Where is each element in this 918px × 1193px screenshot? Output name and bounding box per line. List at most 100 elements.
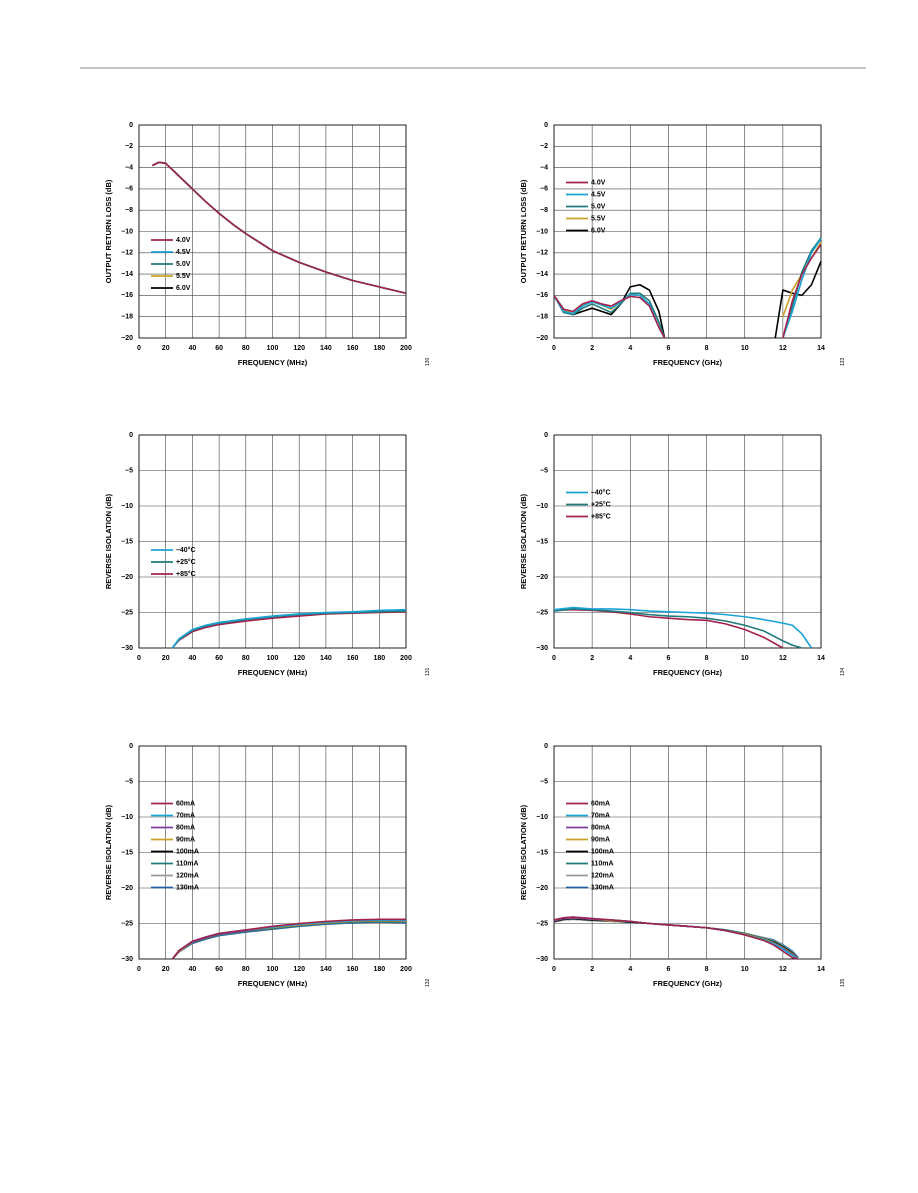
figure-id: 131: [425, 667, 431, 676]
x-tick-label: 140: [320, 966, 332, 973]
y-tick-label: −14: [121, 271, 133, 278]
legend-label: +85°C: [176, 570, 196, 578]
x-tick-label: 8: [705, 655, 709, 662]
x-tick-label: 60: [215, 345, 223, 352]
y-tick-label: −30: [121, 645, 133, 652]
y-tick-label: −14: [536, 271, 548, 278]
y-tick-label: −15: [536, 538, 548, 545]
x-axis-title: FREQUENCY (MHz): [238, 668, 308, 677]
x-tick-label: 160: [347, 345, 359, 352]
x-axis-title: FREQUENCY (GHz): [653, 358, 723, 367]
x-tick-label: 180: [373, 655, 385, 662]
x-tick-label: 100: [267, 966, 279, 973]
x-tick-label: 2: [590, 345, 594, 352]
x-tick-label: 160: [347, 655, 359, 662]
x-tick-label: 100: [267, 345, 279, 352]
legend-label: 90mA: [176, 836, 195, 843]
series-line: [171, 919, 407, 960]
x-tick-label: 120: [293, 345, 305, 352]
x-tick-label: 100: [267, 655, 279, 662]
y-tick-label: 0: [544, 122, 548, 129]
legend-label: 4.0V: [591, 179, 606, 186]
x-tick-label: 120: [293, 655, 305, 662]
x-tick-label: 0: [552, 966, 556, 973]
legend-label: 120mA: [591, 872, 614, 879]
y-tick-label: −10: [121, 228, 133, 235]
y-tick-label: −15: [536, 849, 548, 856]
figure-id: 134: [840, 667, 846, 676]
y-tick-label: −20: [536, 885, 548, 892]
y-tick-label: −18: [536, 314, 548, 321]
legend-label: 110mA: [591, 860, 614, 867]
x-tick-label: 12: [779, 345, 787, 352]
x-tick-label: 2: [590, 966, 594, 973]
legend-label: –40°C: [591, 488, 611, 496]
x-tick-label: 14: [817, 345, 825, 352]
series-line: [553, 608, 803, 649]
legend-label: 100mA: [176, 848, 199, 855]
x-tick-label: 80: [242, 345, 250, 352]
legend-label: 70mA: [591, 812, 610, 819]
y-tick-label: −5: [540, 778, 548, 785]
legend-label: 130mA: [176, 884, 199, 891]
x-tick-label: 4: [628, 966, 632, 973]
legend-label: 130mA: [591, 884, 614, 891]
series-line: [171, 608, 407, 649]
y-axis-title: OUTPUT RETURN LOSS (dB): [519, 179, 528, 283]
x-tick-label: 60: [215, 966, 223, 973]
figure-id: 133: [840, 357, 846, 366]
x-tick-label: 0: [137, 966, 141, 973]
y-axis-title: REVERSE ISOLATION (dB): [104, 493, 113, 589]
y-tick-label: −25: [536, 920, 548, 927]
legend-label: 5.5V: [591, 215, 606, 222]
legend-label: 5.0V: [176, 261, 191, 268]
x-tick-label: 200: [400, 966, 412, 973]
legend-label: –40°C: [176, 546, 196, 554]
chart: −30 −25 −20 −15 −10 −5 0 0 2 4 6 8 10 12 14 FREQUENCY (…: [519, 743, 846, 988]
y-tick-label: −5: [540, 467, 548, 474]
series-line: [171, 610, 407, 649]
plot-frame: [138, 434, 407, 649]
legend-label: 6.0V: [176, 285, 191, 292]
x-tick-label: 20: [162, 655, 170, 662]
y-tick-label: −12: [121, 250, 133, 257]
y-axis-title: REVERSE ISOLATION (dB): [519, 804, 528, 900]
series-line: [553, 916, 799, 960]
series-line: [553, 606, 813, 649]
y-tick-label: −15: [121, 849, 133, 856]
y-tick-label: −25: [121, 920, 133, 927]
x-tick-label: 12: [779, 966, 787, 973]
chart: −30 −25 −20 −15 −10 −5 0 0 20 40 60 80 100 120 140 160 1…: [104, 432, 431, 677]
plot-frame: [553, 745, 822, 960]
series-line: [171, 920, 407, 960]
series-line: [152, 161, 407, 295]
y-tick-label: −6: [125, 186, 133, 193]
chart: −30 −25 −20 −15 −10 −5 0 0 2 4 6 8 10 12 14 FREQUENCY (…: [519, 432, 846, 677]
y-tick-label: −5: [125, 467, 133, 474]
x-tick-label: 40: [189, 345, 197, 352]
x-tick-label: 160: [347, 966, 359, 973]
y-tick-label: −16: [536, 292, 548, 299]
y-tick-label: −4: [125, 164, 133, 171]
x-tick-label: 80: [242, 966, 250, 973]
legend-label: 4.5V: [591, 191, 606, 198]
x-axis-title: FREQUENCY (GHz): [653, 668, 723, 677]
y-tick-label: 0: [129, 743, 133, 750]
x-tick-label: 140: [320, 655, 332, 662]
x-tick-label: 40: [189, 966, 197, 973]
legend-label: 110mA: [176, 860, 199, 867]
y-axis-title: OUTPUT RETURN LOSS (dB): [104, 179, 113, 283]
y-tick-label: −25: [121, 609, 133, 616]
x-tick-label: 200: [400, 345, 412, 352]
legend-label: +85°C: [591, 512, 611, 520]
x-tick-label: 10: [741, 345, 749, 352]
x-tick-label: 120: [293, 966, 305, 973]
y-tick-label: −8: [125, 207, 133, 214]
figure-id: 132: [425, 978, 431, 987]
x-tick-label: 0: [552, 345, 556, 352]
y-tick-label: −10: [121, 503, 133, 510]
legend-label: +25°C: [591, 500, 611, 508]
x-tick-label: 10: [741, 655, 749, 662]
x-tick-label: 6: [666, 966, 670, 973]
